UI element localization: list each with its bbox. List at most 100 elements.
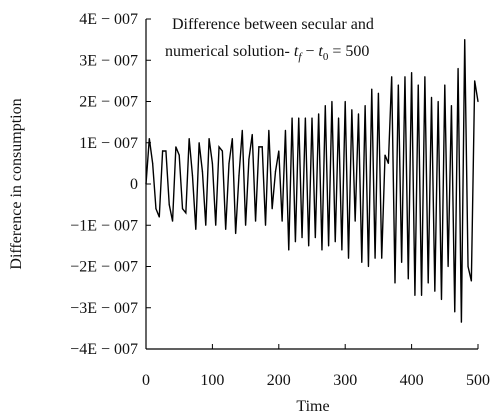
data-point	[424, 76, 426, 78]
data-point	[271, 208, 273, 210]
data-point	[304, 117, 306, 119]
data-point	[148, 138, 150, 140]
data-point	[215, 224, 217, 226]
data-point	[391, 76, 393, 78]
data-point	[201, 171, 204, 173]
data-point	[185, 212, 187, 214]
data-point	[171, 220, 174, 222]
series-line	[145, 39, 479, 323]
data-point	[225, 228, 227, 230]
data-point	[341, 249, 343, 251]
data-point	[205, 224, 207, 226]
data-points	[145, 39, 479, 323]
data-point	[404, 76, 406, 78]
data-point	[274, 171, 277, 173]
data-point	[258, 146, 260, 148]
data-point	[291, 117, 293, 119]
data-point	[420, 294, 423, 296]
data-point	[357, 113, 360, 115]
data-point	[278, 150, 280, 152]
x-axis-label: Time	[296, 398, 329, 415]
data-point	[254, 220, 257, 222]
data-point	[437, 100, 439, 103]
annotation-t0-sub: 0	[323, 51, 329, 63]
data-point	[361, 261, 363, 263]
y-tick-label: −3E − 007	[70, 300, 138, 317]
data-point	[407, 278, 409, 280]
data-point	[241, 129, 243, 131]
x-ticks: 0 100 200 300 400 500	[142, 344, 490, 389]
data-point	[444, 84, 446, 86]
data-point	[218, 146, 220, 148]
data-point	[168, 204, 170, 206]
annotation-prefix: numerical solution-	[165, 43, 294, 60]
annotation-tf-sub: f	[298, 51, 303, 63]
data-point	[321, 249, 323, 251]
data-point	[178, 154, 180, 156]
data-point	[334, 241, 336, 243]
x-tick-label: 500	[466, 372, 490, 389]
data-point	[288, 249, 290, 251]
data-point	[318, 113, 320, 115]
data-point	[324, 105, 326, 107]
data-point	[294, 241, 296, 243]
data-point	[450, 105, 453, 107]
data-point	[377, 92, 379, 94]
x-tick-label: 400	[400, 372, 424, 389]
data-point	[474, 80, 476, 82]
data-point	[251, 133, 253, 136]
data-point	[401, 261, 403, 263]
data-point	[238, 175, 240, 177]
data-point	[162, 150, 164, 152]
y-tick-label: −1E − 007	[70, 217, 138, 234]
data-point	[347, 257, 350, 259]
data-point	[354, 220, 356, 222]
data-point	[145, 183, 147, 185]
data-point	[314, 237, 316, 239]
data-point	[248, 158, 250, 160]
data-point	[328, 245, 330, 247]
data-point	[281, 220, 283, 222]
data-point	[351, 109, 353, 111]
data-point	[308, 245, 310, 247]
data-point	[301, 237, 303, 239]
data-point	[477, 100, 479, 103]
annotation-t0: t	[318, 43, 323, 60]
y-tick-label: 2E − 007	[79, 94, 138, 111]
data-point	[367, 265, 370, 268]
data-point	[195, 228, 197, 230]
x-tick-label: 100	[200, 372, 224, 389]
y-tick-label: 4E − 007	[79, 11, 138, 28]
data-point	[264, 224, 267, 226]
data-point	[165, 150, 167, 152]
data-point	[411, 72, 413, 74]
y-ticks: 4E − 007 3E − 007 2E − 007 1E − 007 0 −1E − 0…	[70, 11, 151, 358]
data-point	[414, 294, 416, 296]
data-point	[374, 257, 376, 259]
axes	[145, 19, 478, 350]
data-point	[430, 96, 433, 98]
data-point	[344, 100, 346, 103]
data-point	[371, 88, 373, 90]
y-axis-label: Difference in consumption	[8, 98, 25, 269]
annotation-suffix: = 500	[328, 43, 369, 60]
data-point	[454, 311, 456, 313]
data-point	[381, 257, 383, 259]
data-point	[155, 208, 157, 210]
data-point	[364, 105, 366, 107]
x-tick-label: 0	[142, 372, 150, 389]
data-point	[261, 146, 263, 148]
annotation-line-1: Difference between secular and	[172, 16, 374, 33]
data-point	[191, 175, 194, 177]
data-point	[384, 154, 386, 156]
data-point	[467, 265, 469, 268]
x-tick-label: 300	[333, 372, 357, 389]
data-point	[158, 216, 160, 218]
y-tick-label: −2E − 007	[70, 259, 138, 276]
data-point	[311, 117, 313, 119]
data-point	[211, 162, 213, 164]
data-point	[198, 142, 200, 144]
data-point	[208, 138, 210, 140]
data-point	[457, 67, 459, 70]
data-point	[235, 232, 237, 235]
